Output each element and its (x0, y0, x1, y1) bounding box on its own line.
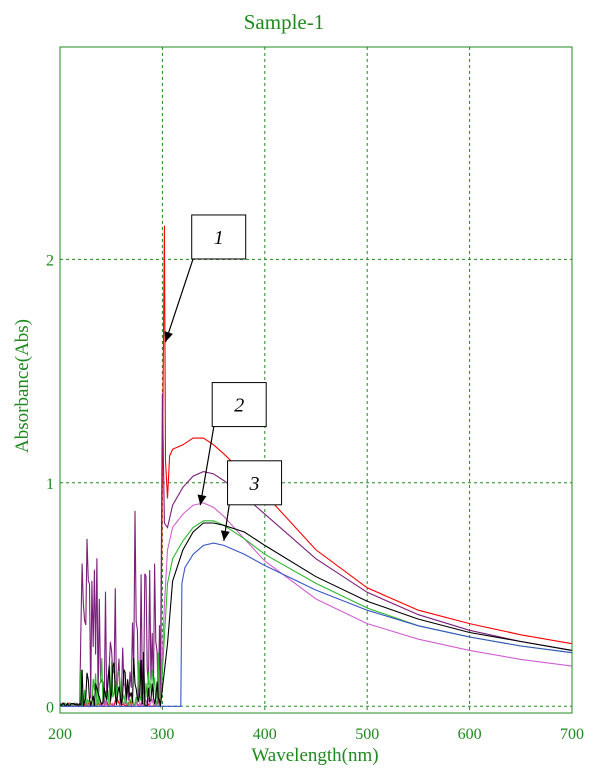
series-line-5 (59, 522, 573, 708)
y-tick-label: 1 (46, 476, 54, 493)
callout-box-3 (227, 460, 283, 506)
callout-arrowhead-1 (164, 331, 173, 343)
series-group (59, 225, 573, 709)
callout-arrow-2 (199, 424, 215, 506)
series-line-4 (59, 520, 573, 708)
x-tick-label: 600 (458, 726, 482, 743)
callout-box-2 (211, 382, 267, 428)
y-tick-label: 0 (46, 699, 54, 716)
tick-labels: 200 300 400 500 600 700 0 1 2 (46, 252, 584, 743)
callout-arrowhead-3 (220, 530, 230, 541)
x-tick-label: 700 (560, 726, 584, 743)
x-tick-label: 200 (48, 726, 72, 743)
plot-frame (59, 46, 573, 714)
callout-arrowhead-2 (197, 494, 207, 506)
y-axis-label: Absorbance(Abs) (12, 319, 33, 453)
x-axis-label: Wavelength(nm) (251, 745, 378, 766)
callout-arrow-1 (164, 256, 195, 343)
y-tick-label: 2 (46, 252, 54, 269)
series-line-6 (60, 542, 573, 707)
callout-label-1: 1 (214, 227, 224, 249)
x-tick-label: 400 (253, 726, 277, 743)
chart-title: Sample-1 (244, 10, 324, 34)
callout-box-1 (191, 214, 247, 260)
grid-lines (60, 47, 572, 713)
series-line-3 (59, 502, 573, 708)
callout-label-3: 3 (249, 473, 260, 495)
x-tick-label: 300 (150, 726, 174, 743)
annotations: 1 2 3 (164, 214, 283, 542)
x-tick-label: 500 (355, 726, 379, 743)
series-line-1 (59, 225, 573, 709)
callout-label-2: 2 (234, 395, 244, 417)
